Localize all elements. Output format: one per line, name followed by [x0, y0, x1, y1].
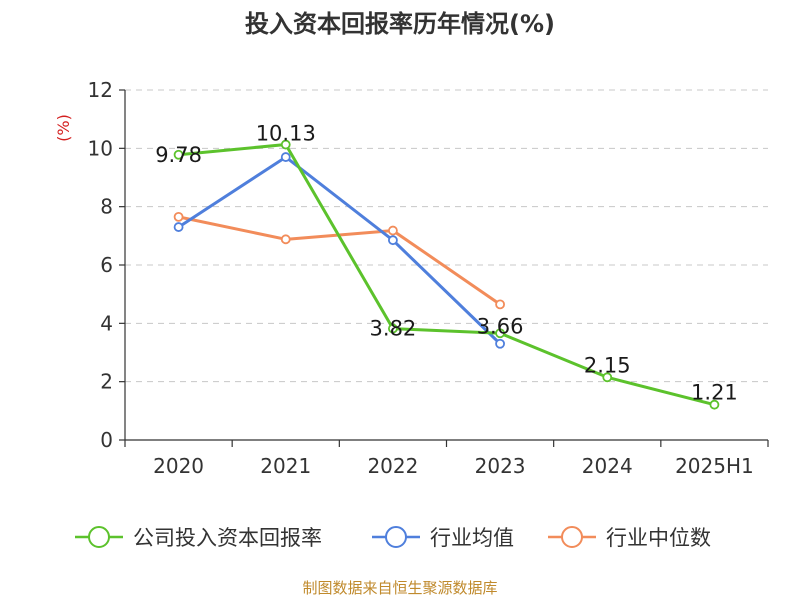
data-point[interactable]: [280, 152, 291, 162]
series-2: [173, 211, 505, 310]
data-label: 1.21: [691, 381, 738, 405]
legend-swatch-marker: [385, 526, 407, 548]
data-label: 9.78: [155, 143, 202, 167]
data-point[interactable]: [602, 372, 613, 383]
data-point[interactable]: [280, 139, 291, 150]
legend[interactable]: 公司投入资本回报率 行业均值 行业中位数: [75, 526, 711, 550]
legend-label: 行业均值: [430, 526, 514, 550]
y-tick-label: 2: [100, 370, 113, 394]
y-axis-unit-label: (%): [54, 114, 73, 142]
y-tick-label: 10: [88, 136, 113, 160]
x-tick-label: 2024: [582, 454, 633, 478]
y-tick-label: 8: [100, 195, 113, 219]
chart-title: 投入资本回报率历年情况(%): [245, 10, 555, 38]
data-point[interactable]: [388, 235, 398, 246]
data-label: 10.13: [256, 122, 316, 146]
data-point[interactable]: [280, 234, 291, 245]
axes: (%) 0 2 4 6 8 10 12 2020 2021 2022 2023 2024 2025H1: [54, 78, 769, 478]
x-tick-label: 2021: [260, 454, 311, 478]
legend-swatch-marker: [88, 526, 110, 548]
series-line: [178, 143, 715, 407]
y-tick-label: 6: [100, 253, 113, 277]
legend-item[interactable]: 公司投入资本回报率: [75, 526, 322, 550]
x-tick-label: 2022: [367, 454, 418, 478]
legend-swatch-marker: [561, 526, 583, 548]
y-tick-label: 4: [100, 311, 113, 335]
legend-item[interactable]: 行业中位数: [548, 526, 711, 550]
data-point[interactable]: [709, 399, 720, 410]
series-layer: [173, 139, 720, 410]
data-point[interactable]: [495, 338, 505, 349]
y-tick-label: 0: [100, 428, 113, 452]
legend-label: 行业中位数: [606, 526, 711, 550]
series-line: [178, 215, 501, 306]
legend-label: 公司投入资本回报率: [133, 526, 322, 550]
data-point[interactable]: [173, 211, 184, 222]
series-line: [177, 155, 502, 345]
series-1: [173, 152, 505, 349]
legend-item[interactable]: 行业均值: [372, 526, 514, 550]
x-tick-label: 2025H1: [675, 454, 754, 478]
y-tick-label: 12: [88, 78, 113, 102]
data-label: 3.66: [477, 314, 524, 338]
data-source-note: 制图数据来自恒生聚源数据库: [302, 579, 498, 597]
grid: [125, 89, 768, 383]
x-tick-label: 2020: [153, 454, 204, 478]
data-label: 3.82: [370, 317, 417, 341]
data-point[interactable]: [388, 323, 398, 334]
data-point[interactable]: [388, 225, 398, 236]
data-point[interactable]: [173, 149, 184, 160]
data-labels: 9.78 10.13 3.82 3.66 2.15 1.21: [155, 122, 738, 405]
data-label: 2.15: [584, 353, 631, 377]
data-point[interactable]: [495, 328, 505, 339]
data-point[interactable]: [495, 299, 505, 310]
x-tick-label: 2023: [475, 454, 526, 478]
data-point[interactable]: [173, 222, 184, 232]
series-0: [173, 139, 720, 410]
